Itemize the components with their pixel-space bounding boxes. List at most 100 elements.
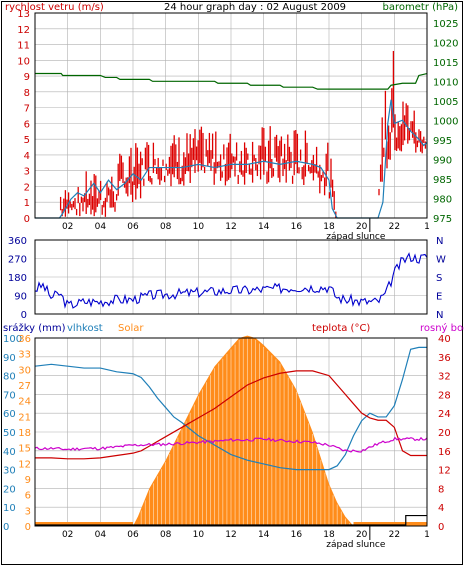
wind-tick-label: 5 <box>24 135 30 146</box>
rain-tick-label: 18 <box>18 428 31 439</box>
direction-tick-label: 360 <box>8 236 27 247</box>
wind-x-tick-label: 14 <box>258 222 270 232</box>
wind-tick-label: 11 <box>17 41 30 52</box>
sunset-label-lower: západ slunce <box>326 540 386 550</box>
wind-pressure-panel: rychlost vetru (m/s) 24 hour graph day :… <box>5 2 458 242</box>
wind-x-tick-label: 16 <box>291 222 303 232</box>
wind-tick-label: 2 <box>24 182 30 193</box>
direction-tick-label: 270 <box>8 255 27 266</box>
rain-tick-label: 33 <box>18 350 31 361</box>
wind-speed-line <box>35 99 428 219</box>
temperature-x-tick-labels: 02 04 06 08 10 12 14 16 18 20 22 1 <box>62 530 430 540</box>
solar-stripes <box>140 337 350 526</box>
humidity-tick-label: 50 <box>3 428 16 439</box>
temperature-tick-labels: 0246810121416182022242628303234363840 <box>438 334 451 533</box>
temperature-x-tick-label: 02 <box>62 530 73 540</box>
wind-tick-label: 3 <box>24 167 30 178</box>
humidity-tick-label: 0 <box>3 522 9 533</box>
pressure-tick-label: 1025 <box>433 19 458 30</box>
temperature-x-tick-label: 04 <box>95 530 107 540</box>
pressure-line <box>35 72 428 90</box>
wind-axis-label: rychlost vetru (m/s) <box>5 2 104 13</box>
temperature-x-tick-label: 20 <box>356 530 368 540</box>
temperature-x-tick-label: 12 <box>225 530 236 540</box>
wind-tick-label: 9 <box>24 72 30 83</box>
temperature-tick-label: 24 <box>438 409 451 420</box>
humidity-tick-label: 10 <box>3 503 16 514</box>
humidity-tick-label: 80 <box>3 372 16 383</box>
temperature-line <box>35 370 427 460</box>
temperature-tick-label: 12 <box>438 466 451 477</box>
wind-tick-label: 13 <box>17 9 30 20</box>
humidity-tick-label: 40 <box>3 447 16 458</box>
rain-tick-label: 0 <box>25 522 31 533</box>
pressure-axis-label: barometr (hPa) <box>383 2 459 13</box>
rain-tick-label: 30 <box>18 365 31 376</box>
temperature-tick-label: 8 <box>438 484 444 495</box>
wind-tick-label: 10 <box>17 56 30 67</box>
temperature-tick-label: 32 <box>438 372 451 383</box>
humidity-tick-label: 70 <box>3 390 16 401</box>
rain-axis-label: srážky (mm) <box>3 322 66 334</box>
compass-label: S <box>436 273 442 284</box>
temperature-axis-label: teplota (°C) <box>312 323 370 334</box>
wind-tick-label: 12 <box>17 25 30 36</box>
rain-tick-label: 9 <box>25 475 31 486</box>
wind-direction-line <box>34 252 428 309</box>
temperature-tick-label: 36 <box>438 353 451 364</box>
humidity-tick-label: 30 <box>3 466 16 477</box>
temperature-tick-label: 0 <box>438 522 444 533</box>
direction-tick-label: 0 <box>21 310 27 321</box>
humidity-tick-label: 60 <box>3 409 16 420</box>
wind-x-tick-label: 04 <box>95 222 107 232</box>
pressure-tick-label: 975 <box>433 214 452 225</box>
dewpoint-line <box>34 436 428 453</box>
temperature-x-tick-label: 10 <box>193 530 205 540</box>
solar-axis-label: Solar <box>118 323 144 334</box>
rain-tick-label: 27 <box>18 381 31 392</box>
wind-x-tick-label: 12 <box>225 222 236 232</box>
temperature-tick-label: 28 <box>438 390 451 401</box>
temperature-x-tick-label: 22 <box>389 530 400 540</box>
wind-x-tick-label: 08 <box>160 222 172 232</box>
temperature-tick-label: 4 <box>438 503 444 514</box>
wind-tick-label: 1 <box>24 198 30 209</box>
compass-label: N <box>436 310 443 321</box>
temperature-x-tick-label: 1 <box>424 530 430 540</box>
pressure-tick-label: 995 <box>433 136 452 147</box>
wind-x-tick-label: 22 <box>389 222 400 232</box>
humidity-tick-labels: 0 10 20 30 40 50 60 70 80 90 100 <box>3 334 22 533</box>
pressure-tick-label: 980 <box>433 194 452 205</box>
direction-tick-label: 180 <box>8 273 27 284</box>
wind-x-tick-label: 1 <box>424 222 430 232</box>
wind-x-tick-label: 02 <box>62 222 73 232</box>
temperature-panel: srážky (mm) vlhkost Solar teplota (°C) r… <box>3 322 464 550</box>
compass-label: W <box>436 255 446 266</box>
rain-tick-label: 12 <box>18 459 31 470</box>
wind-x-tick-label: 10 <box>193 222 205 232</box>
pressure-tick-label: 1015 <box>433 58 458 69</box>
wind-tick-label: 0 <box>24 214 30 225</box>
wind-plot-frame <box>34 12 428 219</box>
pressure-tick-label: 1020 <box>433 38 458 49</box>
chart-title: 24 hour graph day : 02 August 2009 <box>164 2 346 13</box>
humidity-tick-label: 90 <box>3 353 16 364</box>
pressure-tick-label: 985 <box>433 175 452 186</box>
pressure-right-tick-labels: 975 980 985 990 995 1000 1005 1010 1015 1020 1025 <box>433 19 458 225</box>
direction-plot-frame <box>34 239 428 315</box>
temperature-tick-label: 20 <box>438 428 451 439</box>
pressure-tick-label: 990 <box>433 155 452 166</box>
temperature-x-tick-label: 08 <box>160 530 172 540</box>
wind-tick-label: 7 <box>24 104 30 115</box>
rain-tick-label: 15 <box>18 444 31 455</box>
rain-tick-label: 24 <box>18 397 31 408</box>
temperature-x-tick-label: 16 <box>291 530 303 540</box>
temperature-tick-label: 16 <box>438 447 451 458</box>
rain-line <box>35 514 427 526</box>
dewpoint-axis-label: rosný bod <box>420 322 464 334</box>
